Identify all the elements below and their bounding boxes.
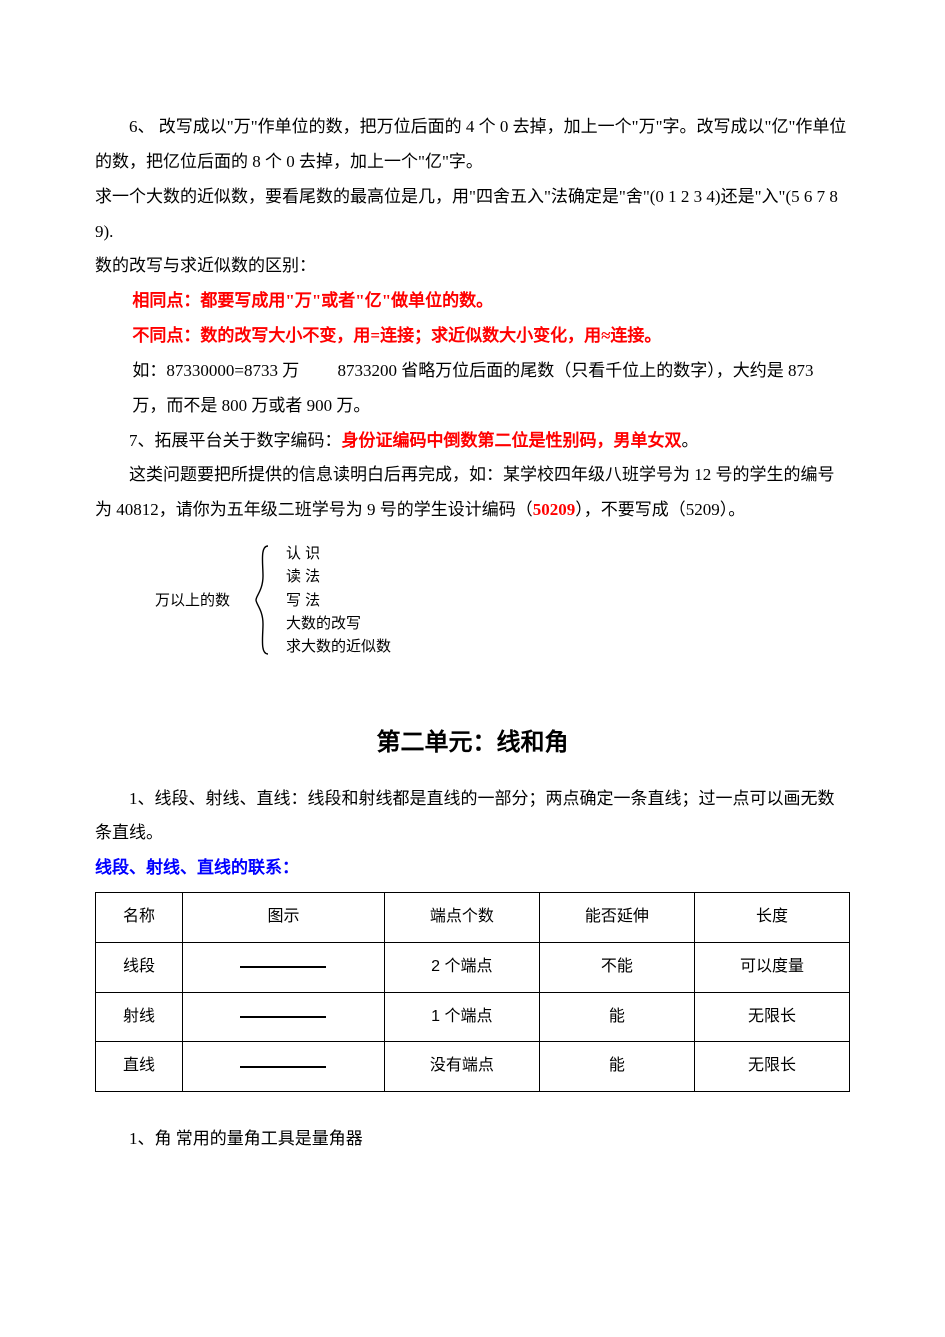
cell-endpoints: 1 个端点 [384, 992, 539, 1042]
th-endpoints: 端点个数 [384, 893, 539, 943]
line-icon [240, 1066, 326, 1068]
table-row: 直线 没有端点 能 无限长 [96, 1042, 850, 1092]
cell-extend: 能 [539, 1042, 694, 1092]
cell-endpoints: 2 个端点 [384, 942, 539, 992]
cell-figure [183, 942, 385, 992]
segment-icon [240, 966, 326, 968]
p7b-code: 50209 [533, 500, 576, 519]
ray-icon [240, 1016, 326, 1018]
p7b-2: ），不要写成（5209）。 [575, 500, 745, 519]
u2-relation-title: 线段、射线、直线的联系： [95, 851, 850, 886]
cell-name: 线段 [96, 942, 183, 992]
cell-length: 无限长 [694, 1042, 849, 1092]
brace-item: 认 识 [286, 542, 391, 565]
brace-item: 求大数的近似数 [286, 635, 391, 658]
line-table: 名称 图示 端点个数 能否延伸 长度 线段 2 个端点 不能 可以度量 射线 1… [95, 892, 850, 1092]
cell-extend: 不能 [539, 942, 694, 992]
same-point: 相同点：都要写成用"万"或者"亿"做单位的数。 [95, 284, 850, 319]
left-brace-icon [254, 544, 272, 656]
cell-extend: 能 [539, 992, 694, 1042]
unit2-title: 第二单元：线和角 [95, 718, 850, 767]
brace-label: 万以上的数 [155, 589, 230, 612]
brace-list: 认 识 读 法 写 法 大数的改写 求大数的近似数 [286, 542, 391, 658]
brace-item: 读 法 [286, 565, 391, 588]
cell-name: 直线 [96, 1042, 183, 1092]
cell-figure [183, 1042, 385, 1092]
cell-length: 可以度量 [694, 942, 849, 992]
table-header-row: 名称 图示 端点个数 能否延伸 长度 [96, 893, 850, 943]
cell-figure [183, 992, 385, 1042]
cell-name: 射线 [96, 992, 183, 1042]
paragraph-7a: 7、拓展平台关于数字编码：身份证编码中倒数第二位是性别码，男单女双。 [95, 424, 850, 459]
diff-point: 不同点：数的改写大小不变，用=连接；求近似数大小变化，用≈连接。 [95, 319, 850, 354]
brace-item: 大数的改写 [286, 612, 391, 635]
u2-angle: 1、角 常用的量角工具是量角器 [95, 1122, 850, 1157]
paragraph-7b: 这类问题要把所提供的信息读明白后再完成，如：某学校四年级八班学号为 12 号的学… [95, 458, 850, 528]
paragraph-6a: 6、 改写成以"万"作单位的数，把万位后面的 4 个 0 去掉，加上一个"万"字… [95, 110, 850, 180]
brace-item: 写 法 [286, 589, 391, 612]
cell-length: 无限长 [694, 992, 849, 1042]
p7-red: 身份证编码中倒数第二位是性别码，男单女双 [342, 431, 682, 450]
example-line: 如：87330000=8733 万 8733200 省略万位后面的尾数（只看千位… [95, 354, 850, 424]
diff-title: 数的改写与求近似数的区别： [95, 249, 850, 284]
table-row: 线段 2 个端点 不能 可以度量 [96, 942, 850, 992]
th-length: 长度 [694, 893, 849, 943]
cell-endpoints: 没有端点 [384, 1042, 539, 1092]
u2-p1: 1、线段、射线、直线：线段和射线都是直线的一部分；两点确定一条直线；过一点可以画… [95, 782, 850, 852]
table-row: 射线 1 个端点 能 无限长 [96, 992, 850, 1042]
th-name: 名称 [96, 893, 183, 943]
th-extend: 能否延伸 [539, 893, 694, 943]
paragraph-6b: 求一个大数的近似数，要看尾数的最高位是几，用"四舍五入"法确定是"舍"(0 1 … [95, 180, 850, 250]
p7-end: 。 [682, 431, 699, 450]
th-figure: 图示 [183, 893, 385, 943]
p7-lead: 7、拓展平台关于数字编码： [129, 431, 342, 450]
brace-diagram: 万以上的数 认 识 读 法 写 法 大数的改写 求大数的近似数 [155, 542, 850, 658]
